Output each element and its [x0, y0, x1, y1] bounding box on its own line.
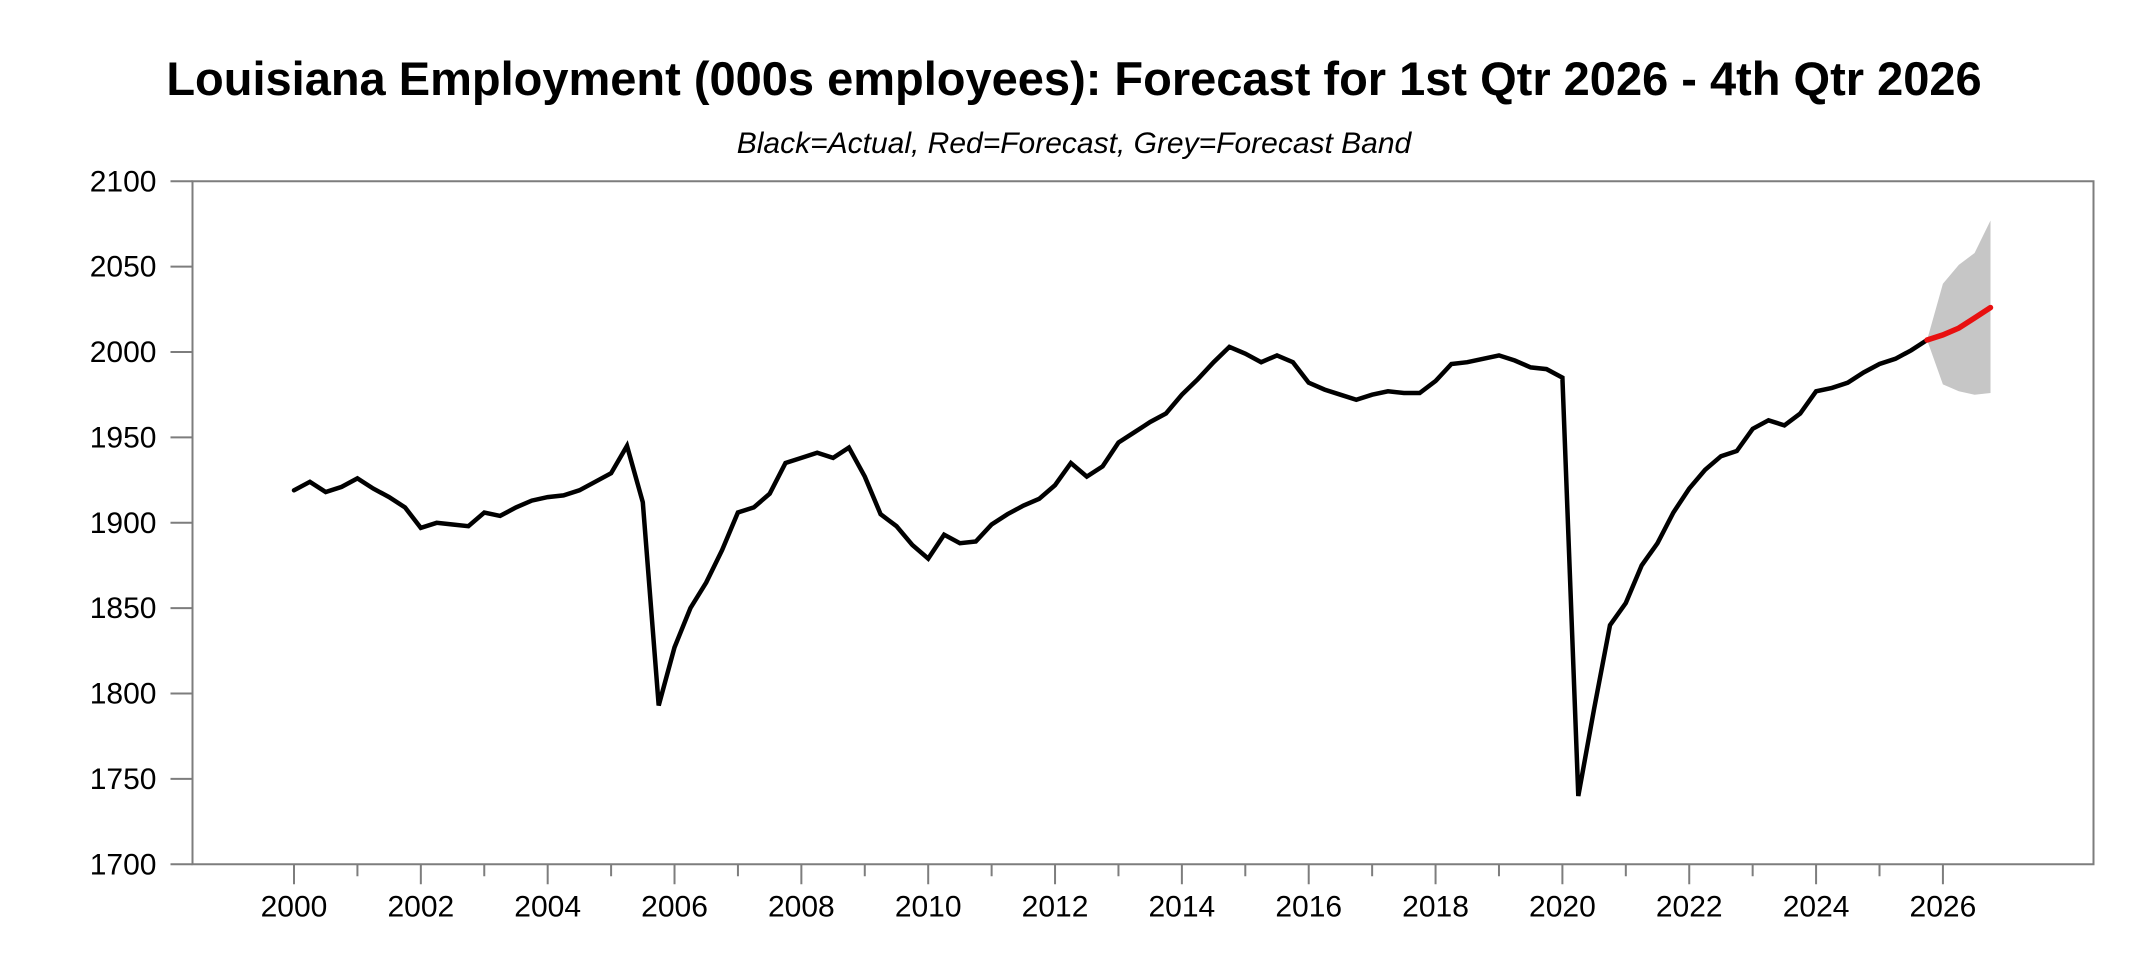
x-axis-label: 2014 — [1149, 890, 1216, 923]
y-axis-label: 1800 — [90, 678, 157, 711]
y-axis-label: 1900 — [90, 507, 157, 540]
y-axis-label: 1850 — [90, 592, 157, 625]
forecast-series-line — [1924, 304, 1994, 343]
x-axis-label: 2020 — [1529, 890, 1596, 923]
x-axis-label: 2012 — [1022, 890, 1089, 923]
plot-area: 1700 1750 1800 1850 1900 1950 2000 2050 2100 2000… — [90, 165, 2095, 923]
x-axis-label: 2000 — [261, 890, 328, 923]
chart-title: Louisiana Employment (000s employees): F… — [166, 52, 1981, 105]
y-axis-label: 2100 — [90, 165, 157, 198]
x-axis-label: 2022 — [1656, 890, 1723, 923]
chart-subtitle: Black=Actual, Red=Forecast, Grey=Forecas… — [737, 127, 1413, 160]
y-axis-label: 2050 — [90, 251, 157, 284]
plot-frame — [191, 180, 2095, 866]
y-axis-label: 1950 — [90, 421, 157, 454]
x-axis-label: 2024 — [1783, 890, 1850, 923]
y-axis-label: 2000 — [90, 336, 157, 369]
x-axis-label: 2002 — [387, 890, 454, 923]
x-axis-label: 2006 — [641, 890, 708, 923]
x-axis-label: 2010 — [895, 890, 962, 923]
x-axis-label: 2026 — [1910, 890, 1977, 923]
x-axis-label: 2016 — [1275, 890, 1342, 923]
x-axis-label: 2018 — [1402, 890, 1469, 923]
forecast-band — [1927, 220, 1991, 395]
x-axis-label: 2004 — [514, 890, 581, 923]
x-axis-label: 2008 — [768, 890, 835, 923]
actual-series-line — [291, 337, 1930, 797]
y-axis-label: 1750 — [90, 763, 157, 796]
y-axis-label: 1700 — [90, 848, 157, 881]
